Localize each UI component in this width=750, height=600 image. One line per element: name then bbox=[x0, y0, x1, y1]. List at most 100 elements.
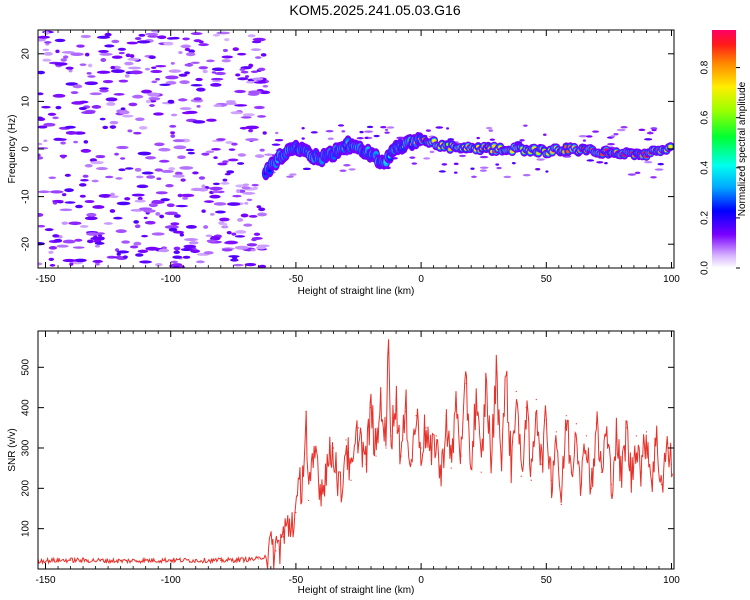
noise-blob bbox=[543, 133, 547, 136]
noise-blob bbox=[216, 31, 231, 35]
snr-point bbox=[460, 455, 462, 457]
noise-blob bbox=[164, 225, 179, 229]
snr-point bbox=[550, 479, 552, 481]
noise-blob bbox=[184, 47, 191, 52]
noise-blob bbox=[136, 40, 151, 44]
noise-blob bbox=[234, 235, 246, 238]
noise-blob bbox=[71, 101, 85, 105]
noise-blob bbox=[141, 89, 152, 94]
noise-blob bbox=[156, 177, 162, 181]
noise-blob bbox=[210, 77, 224, 81]
noise-blob bbox=[68, 68, 73, 73]
snr-xtick-label: -50 bbox=[289, 575, 304, 586]
noise-blob bbox=[240, 116, 252, 119]
noise-blob bbox=[78, 183, 87, 187]
noise-blob bbox=[188, 49, 195, 54]
snr-point bbox=[600, 471, 602, 473]
spectrogram-ytick-label: 20 bbox=[21, 48, 32, 60]
noise-blob bbox=[62, 239, 76, 244]
noise-blob bbox=[251, 238, 257, 242]
noise-blob bbox=[95, 166, 108, 171]
noise-blob bbox=[638, 128, 646, 132]
noise-blob bbox=[396, 136, 405, 140]
snr-point bbox=[405, 411, 407, 413]
noise-blob bbox=[184, 238, 198, 242]
noise-blob bbox=[92, 259, 103, 264]
noise-blob bbox=[81, 111, 96, 114]
noise-blob bbox=[607, 142, 615, 146]
noise-blob bbox=[582, 139, 586, 142]
noise-blob bbox=[155, 191, 168, 195]
noise-blob bbox=[155, 262, 163, 267]
noise-blob bbox=[252, 77, 264, 81]
noise-blob bbox=[182, 37, 190, 41]
noise-blob bbox=[425, 129, 431, 132]
noise-blob bbox=[613, 133, 619, 136]
noise-blob bbox=[124, 74, 130, 78]
noise-blob bbox=[151, 66, 157, 69]
noise-blob bbox=[258, 207, 266, 212]
noise-blob bbox=[167, 99, 175, 104]
noise-blob bbox=[62, 258, 76, 263]
noise-blob bbox=[157, 35, 167, 40]
snr-point bbox=[535, 398, 537, 401]
noise-blob bbox=[275, 131, 279, 135]
noise-blob bbox=[620, 126, 628, 129]
noise-blob bbox=[159, 83, 171, 87]
snr-ytick-label: 300 bbox=[21, 439, 32, 456]
noise-blob bbox=[327, 137, 334, 140]
noise-blob bbox=[86, 232, 99, 236]
noise-blob bbox=[423, 157, 431, 160]
colorbar-tick-label: 0.6 bbox=[700, 110, 711, 124]
noise-blob bbox=[190, 83, 203, 87]
snr-point bbox=[620, 479, 623, 481]
noise-blob bbox=[181, 111, 193, 115]
noise-blob bbox=[100, 57, 107, 62]
snr-point bbox=[395, 398, 397, 401]
noise-blob bbox=[148, 203, 158, 208]
spectrogram-xtick-label: -100 bbox=[161, 274, 181, 285]
noise-blob bbox=[213, 156, 218, 159]
noise-blob bbox=[84, 164, 93, 168]
noise-blob bbox=[149, 104, 155, 107]
noise-blob bbox=[61, 193, 67, 197]
snr-point bbox=[670, 463, 673, 465]
noise-blob bbox=[188, 241, 199, 245]
noise-blob bbox=[168, 167, 176, 171]
noise-blob bbox=[125, 167, 134, 170]
noise-blob bbox=[222, 222, 228, 227]
snr-point bbox=[640, 471, 643, 473]
noise-blob bbox=[222, 160, 229, 164]
snr-point bbox=[440, 479, 442, 481]
snr-point bbox=[570, 471, 572, 473]
noise-blob bbox=[179, 166, 194, 170]
noise-blob bbox=[248, 214, 258, 218]
noise-blob bbox=[165, 184, 174, 188]
noise-blob bbox=[109, 125, 117, 129]
noise-blob bbox=[274, 138, 284, 142]
noise-blob bbox=[435, 126, 444, 129]
noise-blob bbox=[193, 97, 202, 101]
noise-blob bbox=[42, 58, 52, 62]
snr-point bbox=[302, 467, 305, 469]
noise-blob bbox=[221, 248, 233, 252]
noise-blob bbox=[234, 104, 248, 107]
noise-blob bbox=[132, 94, 144, 99]
noise-blob bbox=[74, 238, 83, 242]
noise-blob bbox=[111, 39, 120, 44]
noise-blob bbox=[94, 241, 105, 245]
noise-blob bbox=[195, 77, 203, 82]
spectrogram-xtick-label: 50 bbox=[541, 274, 553, 285]
noise-blob bbox=[386, 126, 395, 129]
noise-blob bbox=[204, 200, 214, 203]
noise-blob bbox=[627, 173, 636, 176]
noise-blob bbox=[178, 73, 188, 77]
noise-blob bbox=[185, 52, 196, 57]
noise-blob bbox=[43, 122, 56, 127]
noise-blob bbox=[470, 167, 475, 170]
noise-blob bbox=[384, 128, 389, 132]
noise-blob bbox=[120, 157, 126, 160]
noise-blob bbox=[113, 92, 125, 96]
noise-blob bbox=[242, 183, 250, 187]
